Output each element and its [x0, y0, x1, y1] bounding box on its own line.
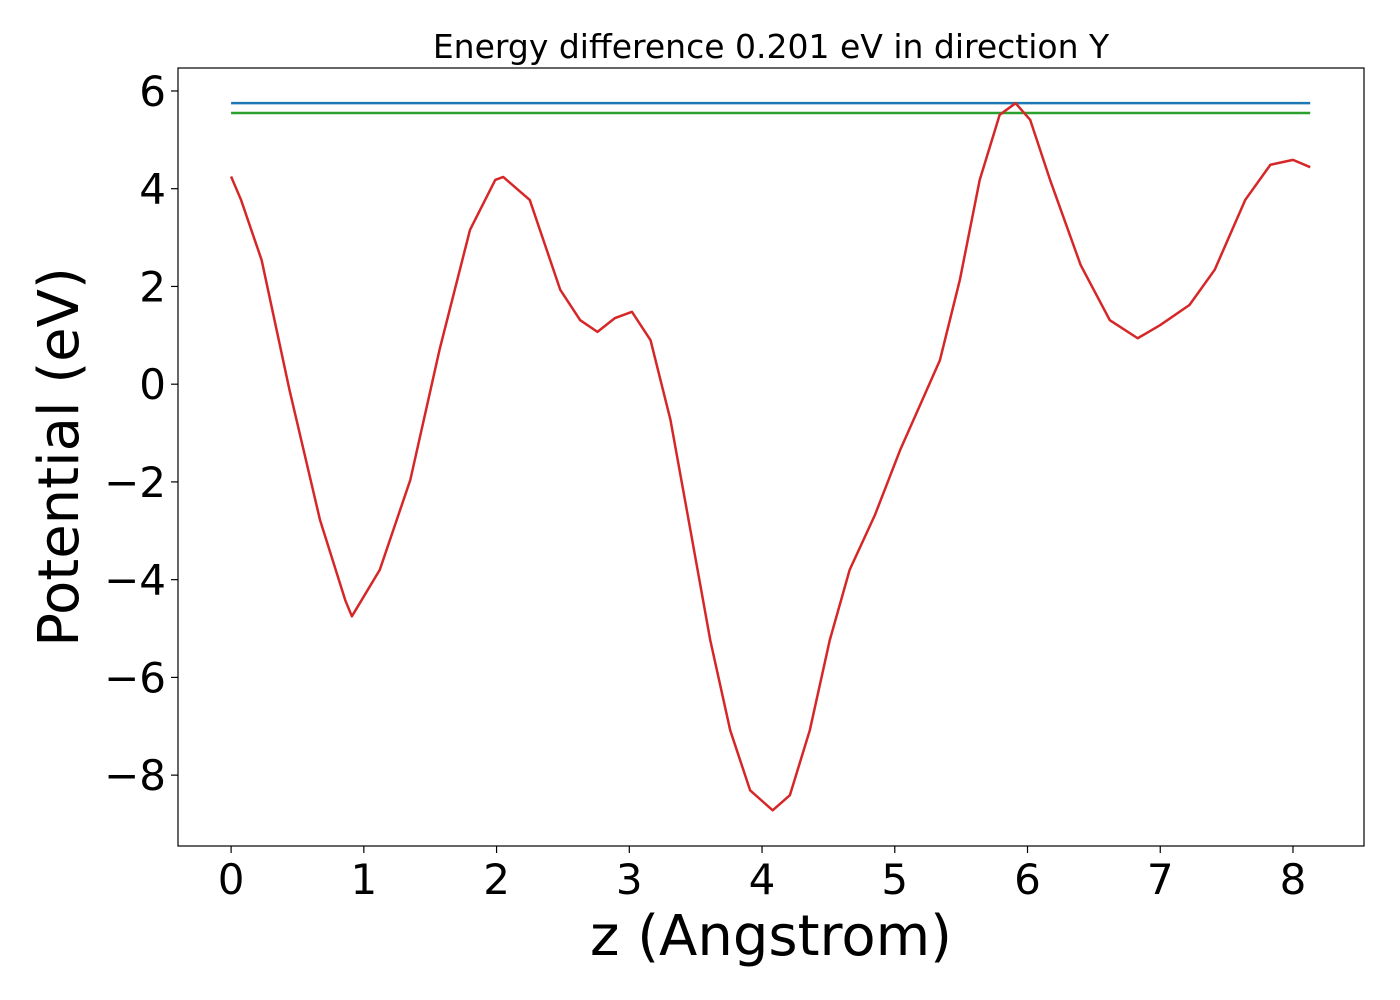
y-tick-label: 0: [139, 360, 166, 409]
y-tick-label: 2: [139, 262, 166, 311]
x-tick-label: 3: [616, 855, 643, 904]
x-tick-label: 6: [1014, 855, 1041, 904]
y-tick-label: −6: [104, 653, 166, 702]
y-tick-label: −8: [104, 751, 166, 800]
x-tick-label: 5: [881, 855, 908, 904]
x-tick-label: 1: [350, 855, 377, 904]
y-tick-label: 6: [139, 67, 166, 116]
y-axis-label: Potential (eV): [27, 267, 92, 647]
x-axis-label: z (Angstrom): [590, 904, 952, 969]
x-tick-label: 2: [483, 855, 510, 904]
x-tick-label: 7: [1147, 855, 1174, 904]
x-tick-label: 8: [1280, 855, 1307, 904]
plot-frame: [177, 67, 1365, 847]
x-tick-label: 0: [218, 855, 245, 904]
y-tick-label: 4: [139, 165, 166, 214]
y-tick-label: −4: [104, 556, 166, 605]
chart-title: Energy difference 0.201 eV in direction …: [433, 27, 1110, 66]
y-tick-label: −2: [104, 458, 166, 507]
line-series: [229, 101, 1311, 812]
x-tick-label: 4: [749, 855, 776, 904]
